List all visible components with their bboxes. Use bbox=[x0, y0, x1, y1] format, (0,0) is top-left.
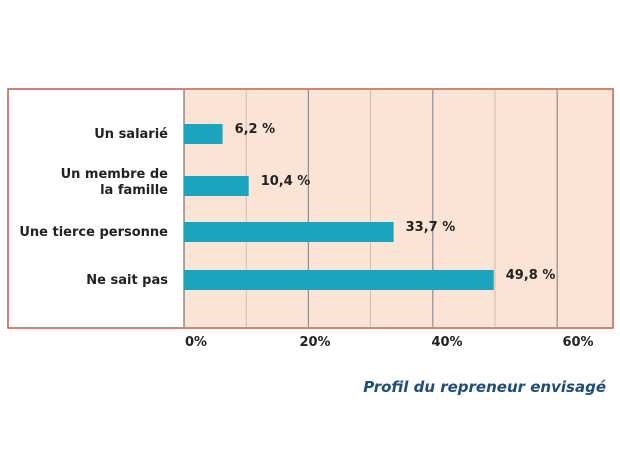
bar-value-label: 10,4 % bbox=[261, 174, 311, 189]
chart-title: Profil du repreneur envisagé bbox=[363, 378, 606, 396]
x-tick-label: 20% bbox=[299, 335, 330, 350]
category-label: Ne sait pas bbox=[86, 273, 168, 288]
category-label: Un membre de bbox=[61, 167, 169, 182]
bar-value-label: 49,8 % bbox=[506, 268, 556, 283]
category-label: la famille bbox=[100, 183, 168, 198]
bar bbox=[184, 176, 249, 196]
bar bbox=[184, 270, 494, 290]
category-label: Une tierce personne bbox=[19, 225, 168, 240]
bar bbox=[184, 222, 394, 242]
x-tick-label: 0% bbox=[185, 335, 207, 350]
bar-value-label: 33,7 % bbox=[406, 220, 456, 235]
bar bbox=[184, 124, 223, 144]
x-tick-label: 60% bbox=[562, 335, 593, 350]
bar-value-label: 6,2 % bbox=[235, 122, 276, 137]
category-label: Un salarié bbox=[94, 127, 168, 142]
x-tick-label: 40% bbox=[431, 335, 462, 350]
